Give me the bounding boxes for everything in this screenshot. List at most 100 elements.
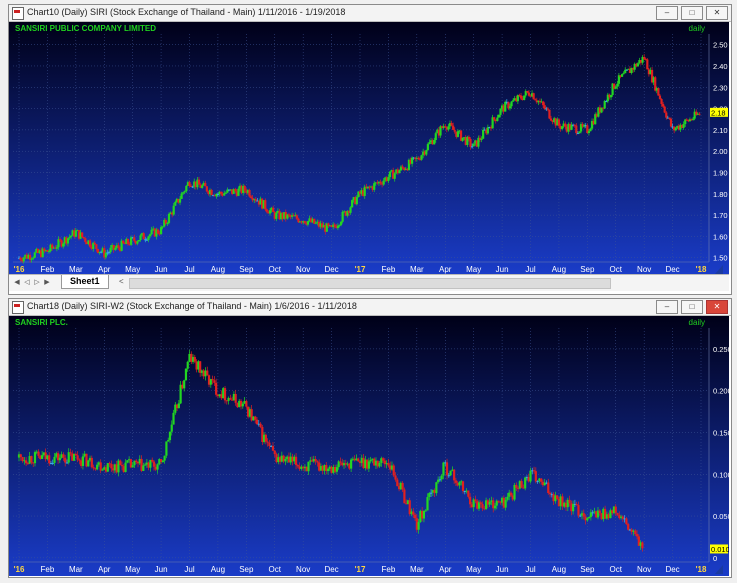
candle-body <box>545 482 548 484</box>
close-button[interactable]: ✕ <box>706 6 728 20</box>
candle-body <box>280 455 283 462</box>
candle-body <box>373 183 376 190</box>
candle-body <box>392 465 395 476</box>
candle-body <box>366 186 369 189</box>
candle-body <box>22 257 25 262</box>
candle-body <box>652 77 655 83</box>
candle-body <box>318 462 321 471</box>
candle-body <box>273 212 276 219</box>
next-icon[interactable]: ▷ <box>34 279 40 286</box>
minimize-button[interactable]: – <box>656 300 678 314</box>
candle-body <box>410 157 414 164</box>
candle-body <box>557 498 561 507</box>
candle-body <box>399 482 402 490</box>
candle-body <box>532 93 535 100</box>
maximize-button[interactable]: □ <box>681 6 703 20</box>
prev-icon[interactable]: ◁ <box>24 279 30 286</box>
candle-body <box>265 209 268 212</box>
candle-body <box>136 462 140 464</box>
candle-body <box>213 195 216 197</box>
candle-body <box>291 456 294 462</box>
candle-body <box>143 464 147 466</box>
sheet-tab[interactable]: Sheet1 <box>61 275 109 289</box>
x-tick-label: Sep <box>239 265 254 274</box>
candle-body <box>145 462 148 465</box>
scroll-left-icon[interactable]: < <box>119 277 124 286</box>
triangle-icon[interactable] <box>715 565 723 574</box>
minimize-button[interactable]: – <box>656 6 678 20</box>
candle-body <box>444 126 447 128</box>
candle-body <box>32 257 35 259</box>
titlebar[interactable]: Chart10 (Daily) SIRI (Stock Exchange of … <box>9 5 731 22</box>
candle-body <box>690 119 693 121</box>
symbol-label: SANSIRI PLC. <box>15 318 68 327</box>
period-label: daily <box>689 24 705 33</box>
candle-body <box>623 518 626 520</box>
candle-body <box>580 513 584 516</box>
horizontal-scrollbar[interactable] <box>129 278 611 289</box>
price-chart-siri[interactable]: SANSIRI PUBLIC COMPANY LIMITED daily 1.50 1… <box>9 22 729 274</box>
candle-body <box>81 456 85 466</box>
price-chart-siri-w2[interactable]: SANSIRI PLC. daily 0 0.050 0.100 0.150 0.200 0.… <box>9 316 729 576</box>
candle-body <box>239 400 243 407</box>
candle-body <box>51 462 54 464</box>
candle-body <box>669 118 673 127</box>
candle-body <box>679 124 682 130</box>
x-tick-label: Apr <box>439 565 452 574</box>
x-tick-label: '17 <box>355 565 366 574</box>
x-tick-label: Sep <box>580 265 595 274</box>
candle-body <box>193 181 196 187</box>
candle-body <box>278 457 282 462</box>
candle-body <box>99 462 102 471</box>
candle-body <box>584 516 587 521</box>
candle-body <box>74 453 77 456</box>
candle-body <box>616 512 619 515</box>
candle-body <box>423 151 426 155</box>
candle-body <box>367 461 370 469</box>
candle-body <box>605 514 608 519</box>
last-value-label: 2.18 <box>711 108 726 117</box>
candle-body <box>639 60 643 63</box>
candle-body <box>204 370 207 377</box>
candle-body <box>609 95 613 98</box>
x-tick-label: Jul <box>184 565 194 574</box>
candle-body <box>283 212 286 219</box>
candle-body <box>92 467 95 469</box>
candle-body <box>312 459 315 462</box>
candle-body <box>404 168 407 170</box>
candle-body <box>71 453 74 461</box>
candle-body <box>328 225 332 227</box>
candle-body <box>295 215 298 219</box>
maximize-button[interactable]: □ <box>681 300 703 314</box>
first-icon[interactable]: ◀ <box>14 279 20 286</box>
candle-body <box>556 495 559 499</box>
candle-body <box>442 462 445 476</box>
candle-body <box>538 100 542 102</box>
candle-body <box>505 101 508 103</box>
candle-body <box>627 68 630 70</box>
candle-body <box>218 191 221 195</box>
candle-body <box>65 462 69 464</box>
candle-body <box>540 478 543 482</box>
candle-body <box>365 186 368 189</box>
candle-body <box>613 83 616 89</box>
close-button[interactable]: ✕ <box>706 300 728 314</box>
candle-body <box>454 480 458 483</box>
triangle-icon[interactable] <box>715 265 723 274</box>
candle-body <box>163 219 166 227</box>
titlebar[interactable]: Chart18 (Daily) SIRI-W2 (Stock Exchange … <box>9 299 731 316</box>
candle-body <box>622 73 625 75</box>
candle-body <box>500 105 504 109</box>
candle-body <box>218 394 221 397</box>
candle-body <box>325 223 328 232</box>
last-icon[interactable]: ▶ <box>44 279 50 286</box>
plot-background <box>9 22 729 274</box>
candle-body <box>592 120 595 125</box>
candle-body <box>616 83 619 87</box>
candle-body <box>167 440 170 442</box>
candle-body <box>422 151 425 156</box>
candle-body <box>330 225 333 228</box>
x-tick-label: Mar <box>69 565 83 574</box>
candle-body <box>349 207 352 213</box>
candle-body <box>287 456 291 463</box>
